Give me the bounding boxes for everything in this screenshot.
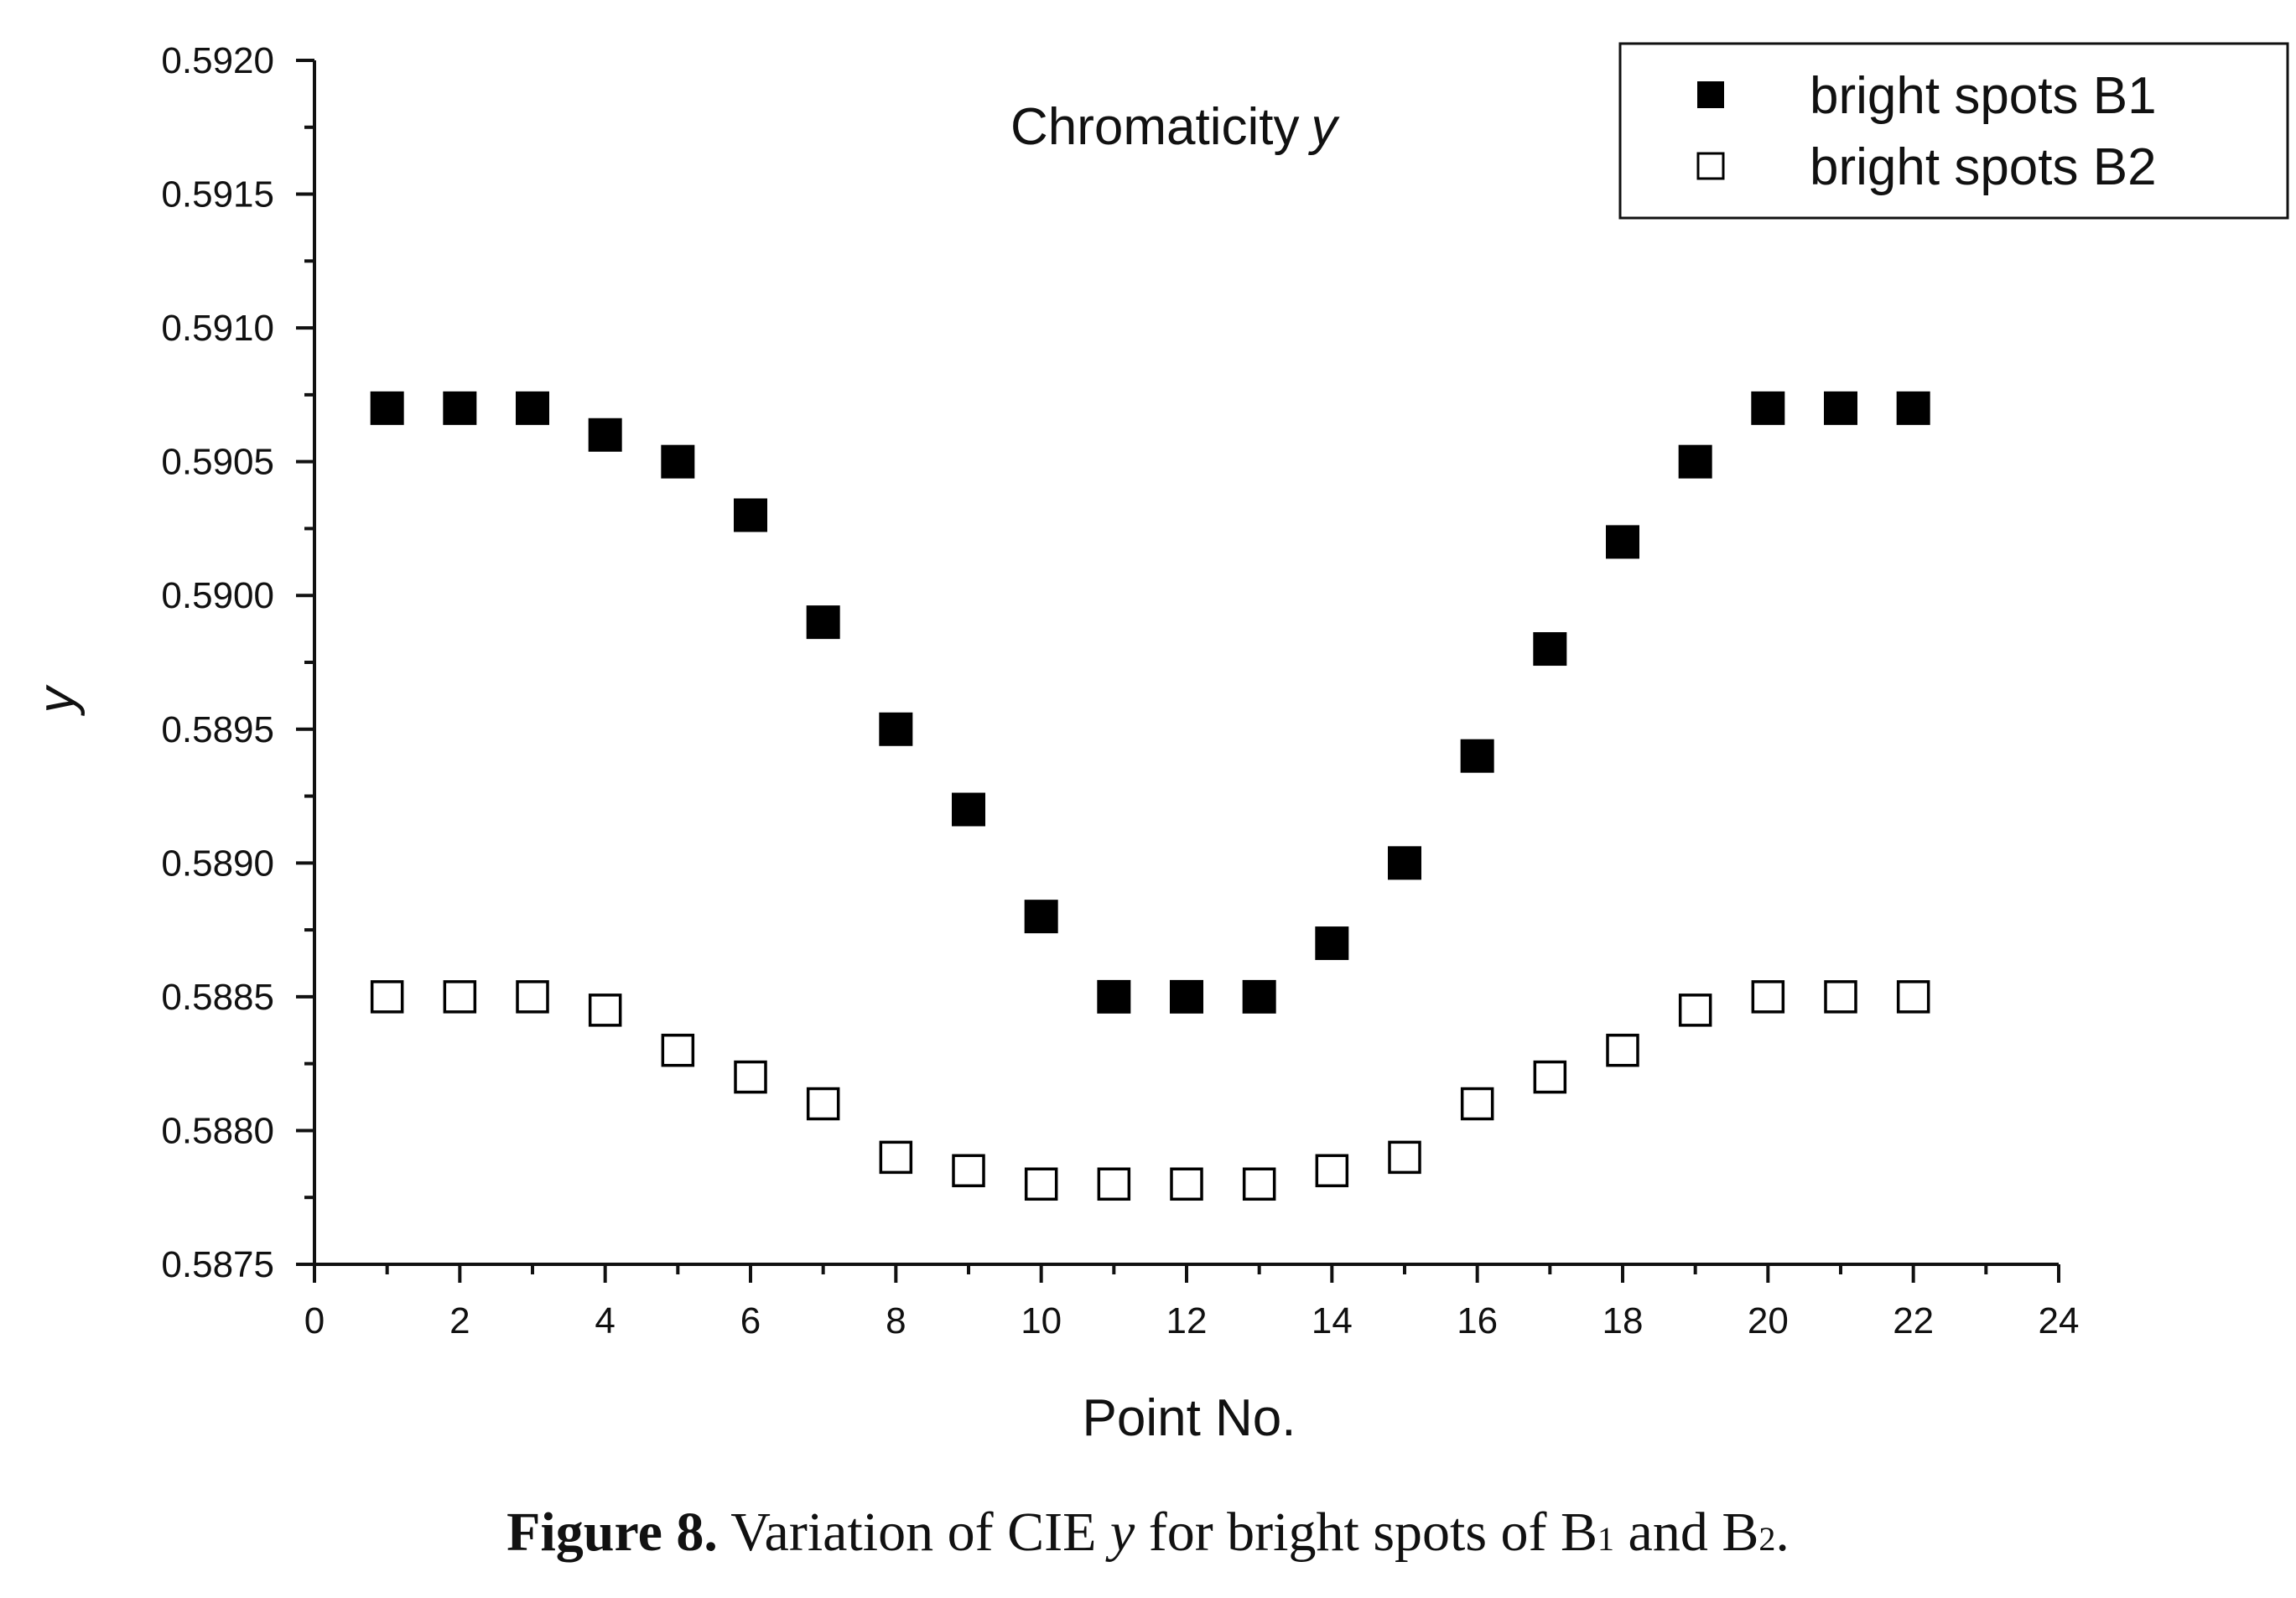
- y-tick-label: 0.5920: [161, 40, 274, 81]
- data-point-b2: [879, 1140, 913, 1175]
- caption-text-mid: for bright spots of B: [1135, 1502, 1598, 1563]
- x-tick-label: 18: [1603, 1300, 1644, 1341]
- data-point-b2: [1170, 1167, 1203, 1201]
- data-point-b1: [516, 391, 549, 425]
- data-point-b1: [879, 712, 913, 746]
- y-tick-label: 0.5915: [161, 174, 274, 215]
- data-point-b2: [952, 1154, 985, 1188]
- data-point-b1: [1606, 525, 1639, 559]
- data-point-b2: [1388, 1140, 1421, 1175]
- data-point-b2: [1315, 1154, 1349, 1188]
- caption-var: y: [1109, 1502, 1135, 1563]
- data-point-b1: [588, 418, 622, 452]
- data-point-b1: [806, 605, 840, 640]
- data-point-b1: [734, 498, 767, 532]
- data-point-b1: [443, 391, 477, 425]
- data-point-b1: [1242, 979, 1276, 1014]
- data-point-b2: [588, 994, 622, 1027]
- data-point-b1: [1678, 444, 1712, 479]
- chart-title-text: Chromaticity: [1010, 98, 1300, 156]
- x-tick-label: 24: [2039, 1300, 2080, 1341]
- caption-text-end: .: [1775, 1502, 1790, 1563]
- chart-title-var: y: [1308, 98, 1341, 156]
- data-point-b2: [661, 1033, 695, 1067]
- legend-label-b2: bright spots B2: [1810, 138, 2157, 196]
- legend-marker-b1: [1697, 81, 1724, 108]
- x-tick-label: 4: [595, 1300, 615, 1341]
- data-point-b2: [1606, 1033, 1639, 1067]
- x-tick-label: 6: [740, 1300, 761, 1341]
- data-point-b1: [1315, 926, 1349, 961]
- x-tick-label: 22: [1893, 1300, 1934, 1341]
- y-axis-title: y: [28, 684, 86, 717]
- data-point-b2: [806, 1087, 840, 1121]
- legend-box: [1618, 42, 2289, 220]
- data-point-b2: [1024, 1167, 1058, 1201]
- legend-marker-b2: [1696, 152, 1725, 180]
- data-point-b1: [952, 792, 985, 827]
- data-point-b1: [370, 391, 404, 425]
- figure-caption: Figure 8. Variation of CIE y for bright …: [0, 1501, 2296, 1564]
- x-tick-label: 2: [449, 1300, 470, 1341]
- data-point-b2: [1460, 1087, 1494, 1121]
- y-tick-label: 0.5905: [161, 442, 274, 483]
- y-tick-label: 0.5900: [161, 575, 274, 616]
- data-point-b2: [1242, 1167, 1276, 1201]
- data-point-b1: [661, 444, 695, 479]
- data-point-b2: [1896, 980, 1930, 1014]
- data-point-b2: [370, 980, 404, 1014]
- y-tick-label: 0.5875: [161, 1244, 274, 1285]
- axes-layer: 0 2 4 6 8 10 12 14 16 18 20 22 240.58750.58800.58850…: [161, 40, 2079, 1341]
- y-tick-label: 0.5880: [161, 1110, 274, 1151]
- caption-text-before: Variation of CIE: [717, 1502, 1110, 1563]
- x-tick-label: 8: [886, 1300, 906, 1341]
- data-point-b2: [1824, 980, 1857, 1014]
- data-point-b2: [1678, 994, 1712, 1027]
- y-tick-label: 0.5910: [161, 308, 274, 349]
- data-point-b2: [516, 980, 549, 1014]
- caption-sub-2: 2: [1758, 1520, 1776, 1558]
- data-point-b1: [1388, 846, 1421, 880]
- x-tick-label: 14: [1312, 1300, 1353, 1341]
- y-tick-label: 0.5890: [161, 843, 274, 884]
- legend-label-b1: bright spots B1: [1810, 67, 2157, 125]
- data-point-b1: [1097, 979, 1131, 1014]
- data-point-b1: [1170, 979, 1203, 1014]
- x-tick-label: 12: [1166, 1300, 1208, 1341]
- data-point-b2: [1751, 980, 1785, 1014]
- x-axis-title: Point No.: [1082, 1389, 1296, 1447]
- x-tick-label: 16: [1457, 1300, 1498, 1341]
- legend: bright spots B1 bright spots B2: [1618, 42, 2289, 220]
- data-point-b2: [1533, 1060, 1567, 1094]
- caption-label: Figure 8.: [506, 1502, 718, 1563]
- data-point-b1: [1533, 632, 1567, 667]
- data-point-b1: [1751, 391, 1785, 425]
- caption-text-and: and B: [1614, 1502, 1759, 1563]
- data-point-b2: [443, 980, 477, 1014]
- data-point-b2: [1097, 1167, 1131, 1201]
- x-tick-label: 0: [304, 1300, 325, 1341]
- data-point-b2: [734, 1060, 767, 1094]
- data-point-b1: [1824, 391, 1857, 425]
- x-tick-label: 20: [1748, 1300, 1789, 1341]
- data-point-b1: [1460, 739, 1494, 773]
- data-point-b1: [1024, 900, 1058, 934]
- scatter-chart: 0 2 4 6 8 10 12 14 16 18 20 22 240.58750.58800.58850…: [28, 40, 2289, 1447]
- y-tick-label: 0.5885: [161, 977, 274, 1018]
- y-tick-label: 0.5895: [161, 709, 274, 750]
- markers-layer: [370, 391, 1930, 1201]
- chart-title: Chromaticity y: [1010, 98, 1341, 156]
- x-tick-label: 10: [1021, 1300, 1062, 1341]
- data-point-b1: [1896, 391, 1930, 425]
- caption-sub-1: 1: [1597, 1520, 1615, 1558]
